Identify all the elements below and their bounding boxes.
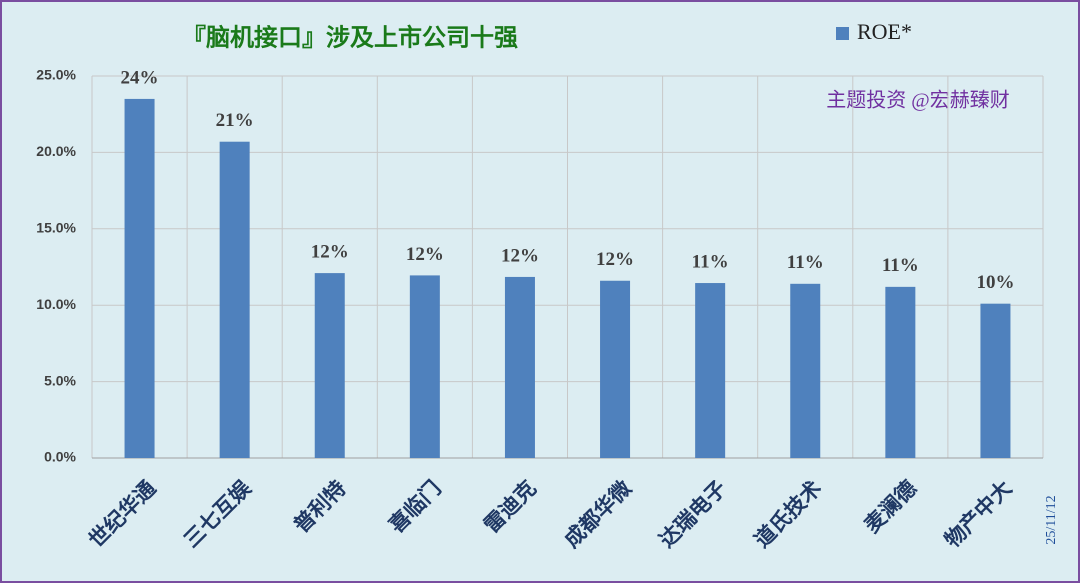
value-label: 12%: [311, 241, 349, 262]
y-tick-label: 20.0%: [36, 143, 76, 159]
bar: [695, 283, 726, 458]
legend-label: ROE*: [857, 19, 912, 44]
date-annotation: 25/11/12: [1044, 495, 1059, 544]
bar: [124, 98, 155, 459]
value-label: 12%: [501, 245, 539, 266]
bar: [314, 273, 345, 458]
bar: [409, 275, 440, 458]
chart-title: 『脑机接口』涉及上市公司十强: [182, 24, 518, 52]
value-label: 11%: [787, 252, 824, 273]
bar: [600, 280, 631, 458]
bar: [980, 303, 1011, 458]
bar: [504, 276, 535, 458]
y-tick-label: 0.0%: [44, 449, 76, 465]
bar: [885, 286, 916, 458]
value-label: 24%: [121, 67, 159, 88]
value-label: 10%: [976, 272, 1014, 293]
bar: [790, 283, 821, 458]
y-tick-label: 15.0%: [36, 220, 76, 236]
value-label: 21%: [216, 110, 254, 131]
legend-swatch: [836, 27, 849, 40]
value-label: 12%: [596, 249, 634, 270]
y-tick-label: 25.0%: [36, 67, 76, 83]
watermark: 主题投资 @宏赫臻财: [826, 89, 1009, 112]
bar: [219, 141, 250, 459]
y-tick-label: 5.0%: [44, 372, 76, 388]
value-label: 12%: [406, 244, 444, 265]
value-label: 11%: [692, 251, 729, 272]
value-label: 11%: [882, 255, 919, 276]
y-tick-label: 10.0%: [36, 296, 76, 312]
